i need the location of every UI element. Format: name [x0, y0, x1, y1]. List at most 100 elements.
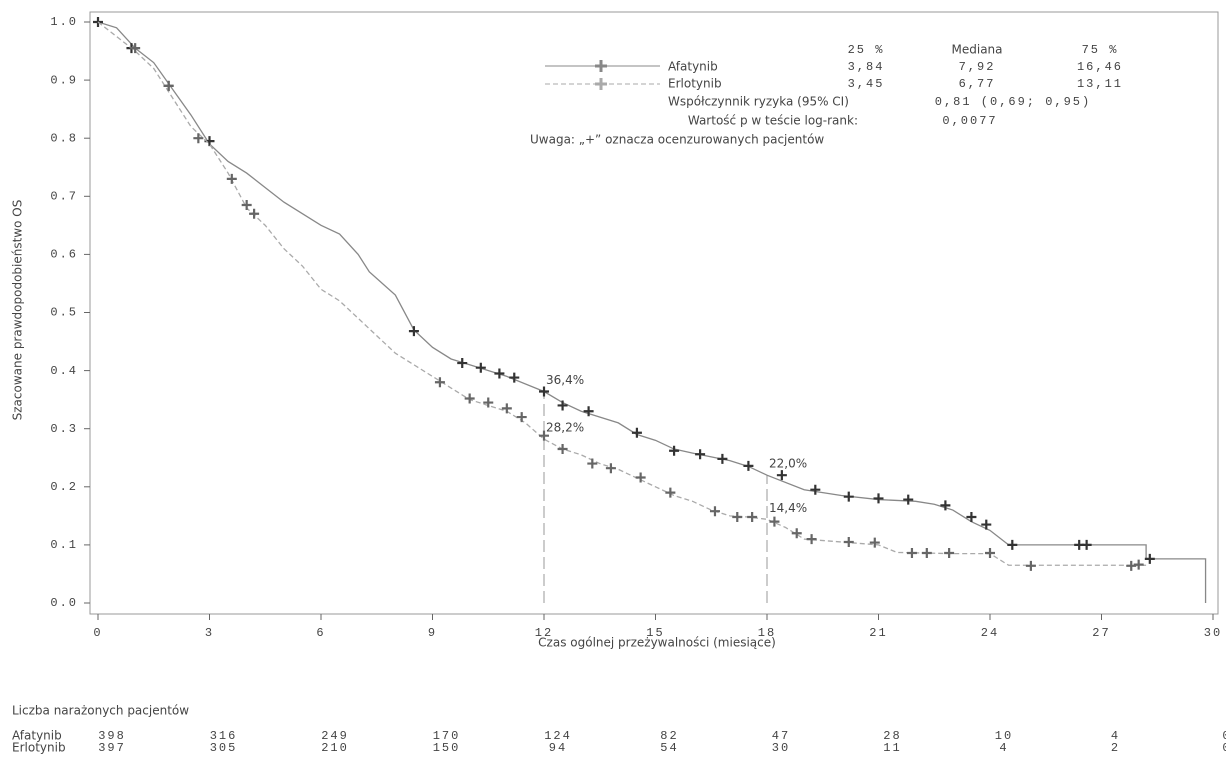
legend-marker — [595, 78, 607, 90]
censor-mark — [483, 397, 494, 408]
censor-mark — [130, 43, 141, 54]
censor-mark — [940, 500, 951, 511]
censor-mark — [903, 494, 914, 505]
censor-mark — [557, 400, 568, 411]
censor-mark — [944, 548, 955, 559]
hazard-label: Współczynnik ryzyka (95% CI) — [668, 95, 849, 109]
risk-count: 170 — [433, 729, 461, 743]
risk-count: 47 — [772, 729, 790, 743]
censor-mark — [226, 173, 237, 184]
legend-label: Afatynib — [668, 60, 718, 74]
risk-count: 0 — [1222, 741, 1226, 755]
y-tick-label: 0.9 — [50, 73, 78, 87]
annotation: 36,4% — [546, 373, 584, 387]
p-value: 0,0077 — [942, 114, 997, 128]
censor-mark — [193, 133, 204, 144]
risk-count: 82 — [660, 729, 678, 743]
y-tick-label: 0.1 — [50, 538, 78, 552]
stat-header: 75 % — [1082, 43, 1119, 57]
censor-mark — [791, 528, 802, 539]
legend-label: Erlotynib — [668, 77, 722, 91]
censor-mark — [1081, 539, 1092, 550]
x-tick-label: 30 — [1204, 626, 1222, 640]
risk-count: 316 — [210, 729, 238, 743]
censor-mark — [966, 512, 977, 523]
risk-count: 210 — [321, 741, 349, 755]
censor-mark — [843, 491, 854, 502]
stat-value: 3,45 — [848, 77, 885, 91]
censor-mark — [985, 548, 995, 559]
censor-mark — [457, 358, 468, 369]
censor-mark — [709, 506, 720, 517]
censor-mark — [583, 406, 594, 417]
x-tick-label: 18 — [758, 626, 776, 640]
risk-count: 4 — [999, 741, 1008, 755]
y-tick-label: 0.4 — [50, 364, 78, 378]
risk-row-name: Afatynib — [12, 729, 62, 743]
y-axis-label: Szacowane prawdopodobieństwo OS — [11, 200, 25, 421]
x-tick-label: 6 — [316, 626, 325, 640]
censor-mark — [769, 516, 780, 527]
censor-mark — [921, 548, 932, 559]
censor-mark — [1133, 559, 1144, 570]
p-label: Wartość p w teście log-rank: — [688, 114, 858, 128]
y-tick-label: 0.8 — [50, 131, 78, 145]
stat-header: Mediana — [952, 43, 1003, 57]
risk-count: 30 — [772, 741, 790, 755]
censor-mark — [516, 412, 527, 423]
censor-mark — [873, 493, 884, 504]
legend-marker — [595, 60, 607, 72]
censor-mark — [776, 470, 787, 481]
x-tick-label: 0 — [93, 626, 102, 640]
censor-mark — [806, 534, 817, 545]
x-tick-label: 21 — [869, 626, 887, 640]
y-tick-label: 0.0 — [50, 596, 78, 610]
censor-mark — [1007, 539, 1018, 550]
survival-curve — [97, 21, 1207, 603]
risk-count: 397 — [98, 741, 126, 755]
hazard-value: 0,81 (0,69; 0,95) — [935, 95, 1091, 109]
censor-mark — [635, 472, 646, 483]
censor-mark — [163, 80, 174, 91]
censor-mark — [434, 377, 445, 388]
censor-mark — [539, 386, 549, 397]
annotation: 28,2% — [546, 421, 584, 435]
risk-count: 2 — [1111, 741, 1120, 755]
risk-count: 94 — [549, 741, 567, 755]
stat-value: 6,77 — [959, 77, 996, 91]
y-tick-label: 0.2 — [50, 480, 78, 494]
annotation: 22,0% — [769, 457, 807, 471]
risk-title: Liczba narażonych pacjentów — [12, 704, 189, 718]
x-tick-label: 9 — [428, 626, 437, 640]
censor-mark — [241, 200, 252, 211]
y-tick-label: 0.7 — [50, 189, 78, 203]
censor-mark — [539, 430, 549, 441]
stat-value: 3,84 — [848, 60, 885, 74]
x-tick-label: 27 — [1092, 626, 1110, 640]
censor-mark — [869, 537, 880, 548]
risk-count: 28 — [883, 729, 901, 743]
x-tick-label: 24 — [981, 626, 999, 640]
censor-mark — [475, 362, 486, 373]
y-tick-label: 0.5 — [50, 306, 78, 320]
censor-mark — [717, 453, 728, 464]
censor-mark — [810, 484, 821, 495]
stat-value: 7,92 — [959, 60, 996, 74]
censor-mark — [669, 445, 680, 456]
x-axis-label: Czas ogólnej przeżywalności (miesiące) — [538, 636, 776, 650]
risk-count: 54 — [660, 741, 678, 755]
censor-mark — [695, 449, 706, 460]
risk-count: 10 — [995, 729, 1013, 743]
stat-header: 25 % — [848, 43, 885, 57]
x-tick-label: 3 — [205, 626, 214, 640]
censor-mark — [249, 208, 260, 219]
censor-mark — [743, 460, 754, 471]
censor-mark — [557, 444, 568, 455]
risk-count: 249 — [321, 729, 349, 743]
censor-mark — [605, 463, 616, 474]
censor-mark — [1144, 553, 1155, 564]
censor-mark — [981, 519, 992, 530]
censor-mark — [906, 548, 917, 559]
y-tick-label: 0.3 — [50, 422, 78, 436]
y-tick-label: 1.0 — [50, 15, 78, 29]
